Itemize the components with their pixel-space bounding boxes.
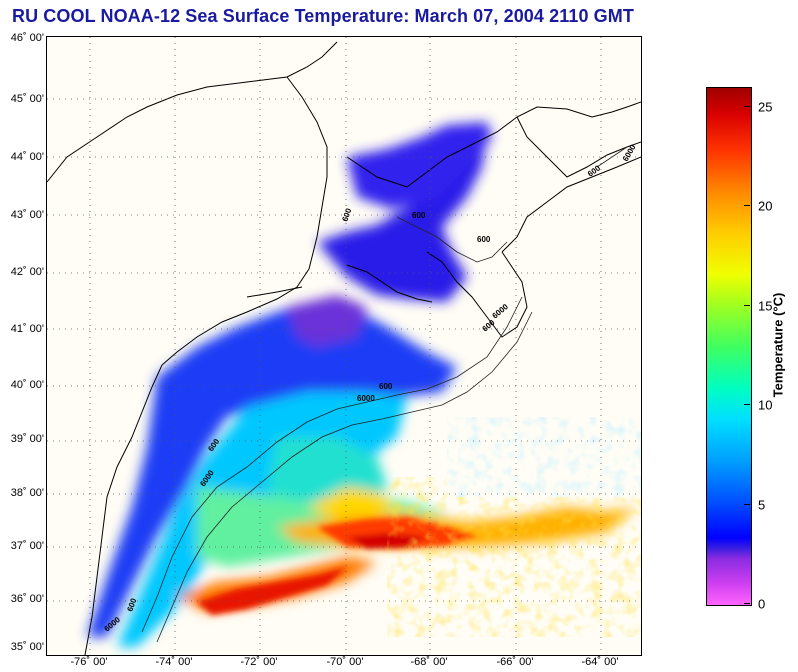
lat-label: 42˚ 00' <box>10 266 44 278</box>
lon-label: -76˚ 00' <box>70 656 108 668</box>
colorbar-tick-label: 0 <box>758 596 766 612</box>
colorbar-tickmark <box>744 404 750 405</box>
lon-label: -64˚ 00' <box>581 656 619 668</box>
bathy-label: 600 <box>481 318 497 334</box>
sst-map-canvas: 600 6000 600 6000 600 6000 600 600 600 6… <box>47 37 641 655</box>
colorbar-tick-label: 25 <box>758 99 773 115</box>
lat-label: 45˚ 00' <box>10 93 44 105</box>
bathy-label: 6000 <box>621 143 638 163</box>
colorbar-tickmark <box>744 205 750 206</box>
sst-map[interactable]: 600 6000 600 6000 600 6000 600 600 600 6… <box>46 36 642 656</box>
bathy-label: 600 <box>477 235 491 244</box>
colorbar-tick-label: 5 <box>758 497 766 513</box>
colorbar-tickmark <box>744 504 750 505</box>
lat-label: 44˚ 00' <box>10 151 44 163</box>
coastline-layer <box>47 41 641 655</box>
lat-label: 40˚ 00' <box>10 379 44 391</box>
bathy-label: 6000 <box>491 302 511 321</box>
bathy-label: 600 <box>340 207 353 223</box>
bathy-label: 600 <box>379 382 393 391</box>
colorbar-tickmark <box>744 603 750 604</box>
lat-label: 36˚ 00' <box>10 593 44 605</box>
lat-label: 35˚ 00' <box>10 641 44 653</box>
colorbar-tickmark <box>744 305 750 306</box>
colorbar-tick-label: 20 <box>758 198 773 214</box>
map-title: RU COOL NOAA-12 Sea Surface Temperature:… <box>12 6 634 26</box>
lat-label: 38˚ 00' <box>10 487 44 499</box>
colorbar-tick-label: 10 <box>758 397 773 413</box>
sst-data-layer <box>87 122 641 647</box>
lon-label: -68˚ 00' <box>410 656 448 668</box>
colorbar-tick-label: 15 <box>758 298 773 314</box>
lat-label: 41˚ 00' <box>10 323 44 335</box>
bathy-label: 600 <box>412 211 426 220</box>
bathy-label: 600 <box>125 597 138 613</box>
lat-label: 43˚ 00' <box>10 209 44 221</box>
graticule <box>47 37 641 655</box>
lat-label: 46˚ 00' <box>10 32 44 44</box>
colorbar-title: Temperature (°C) <box>770 292 786 398</box>
lon-label: -66˚ 00' <box>496 656 534 668</box>
colorbar-tickmark <box>744 106 750 107</box>
temperature-colorbar <box>706 87 752 606</box>
lat-label: 39˚ 00' <box>10 433 44 445</box>
lon-label: -74˚ 00' <box>155 656 193 668</box>
bathy-label: 6000 <box>357 394 375 403</box>
lon-label: -72˚ 00' <box>240 656 278 668</box>
lon-label: -70˚ 00' <box>326 656 364 668</box>
lat-label: 37˚ 00' <box>10 540 44 552</box>
